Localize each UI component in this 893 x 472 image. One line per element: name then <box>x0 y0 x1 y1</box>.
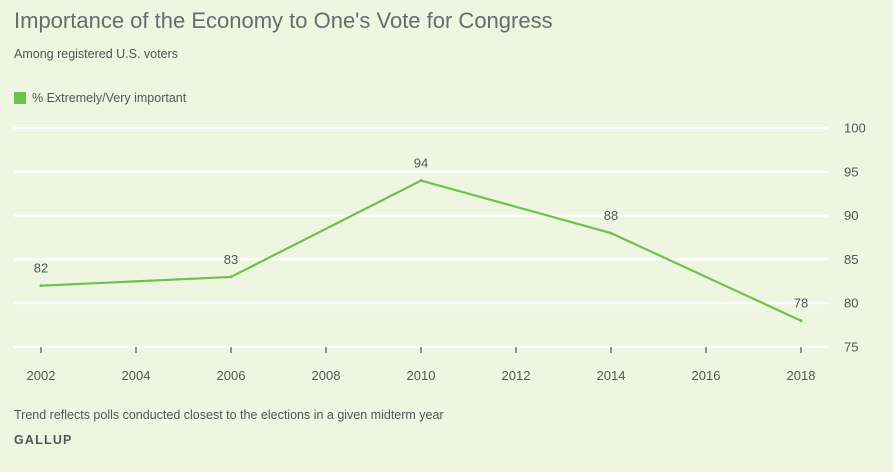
series-line-0 <box>40 179 802 322</box>
x-tick-label-2012: 2012 <box>502 368 531 383</box>
legend-label: % Extremely/Very important <box>32 91 187 105</box>
data-label-2018: 78 <box>794 296 808 311</box>
data-label-2006: 83 <box>224 252 238 267</box>
x-tick-label-2014: 2014 <box>597 368 626 383</box>
x-tick-label-2018: 2018 <box>787 368 816 383</box>
legend-swatch <box>14 92 26 104</box>
x-tick-label-2006: 2006 <box>217 368 246 383</box>
y-tick-label-95: 95 <box>844 164 858 179</box>
data-label-2002: 82 <box>34 261 48 276</box>
data-point-2018 <box>799 319 803 323</box>
chart-subtitle: Among registered U.S. voters <box>14 47 178 61</box>
data-label-2014: 88 <box>604 208 618 223</box>
y-tick-label-80: 80 <box>844 296 858 311</box>
y-tick-label-75: 75 <box>844 340 858 355</box>
x-tick-label-2004: 2004 <box>122 368 151 383</box>
footnote: Trend reflects polls conducted closest t… <box>14 408 444 422</box>
y-tick-label-90: 90 <box>844 208 858 223</box>
source-label: GALLUP <box>14 433 73 447</box>
x-tick-label-2002: 2002 <box>27 368 56 383</box>
legend: % Extremely/Very important <box>14 91 186 105</box>
data-point-2010 <box>419 179 423 183</box>
y-tick-label-100: 100 <box>844 121 866 136</box>
data-point-2014 <box>609 231 613 235</box>
x-tick-label-2010: 2010 <box>407 368 436 383</box>
chart-title: Importance of the Economy to One's Vote … <box>14 8 553 33</box>
x-tick-label-2008: 2008 <box>312 368 341 383</box>
x-tick-label-2016: 2016 <box>692 368 721 383</box>
data-point-2002 <box>39 284 43 288</box>
y-tick-label-85: 85 <box>844 252 858 267</box>
data-point-2006 <box>229 275 233 279</box>
data-label-2010: 94 <box>414 156 428 171</box>
